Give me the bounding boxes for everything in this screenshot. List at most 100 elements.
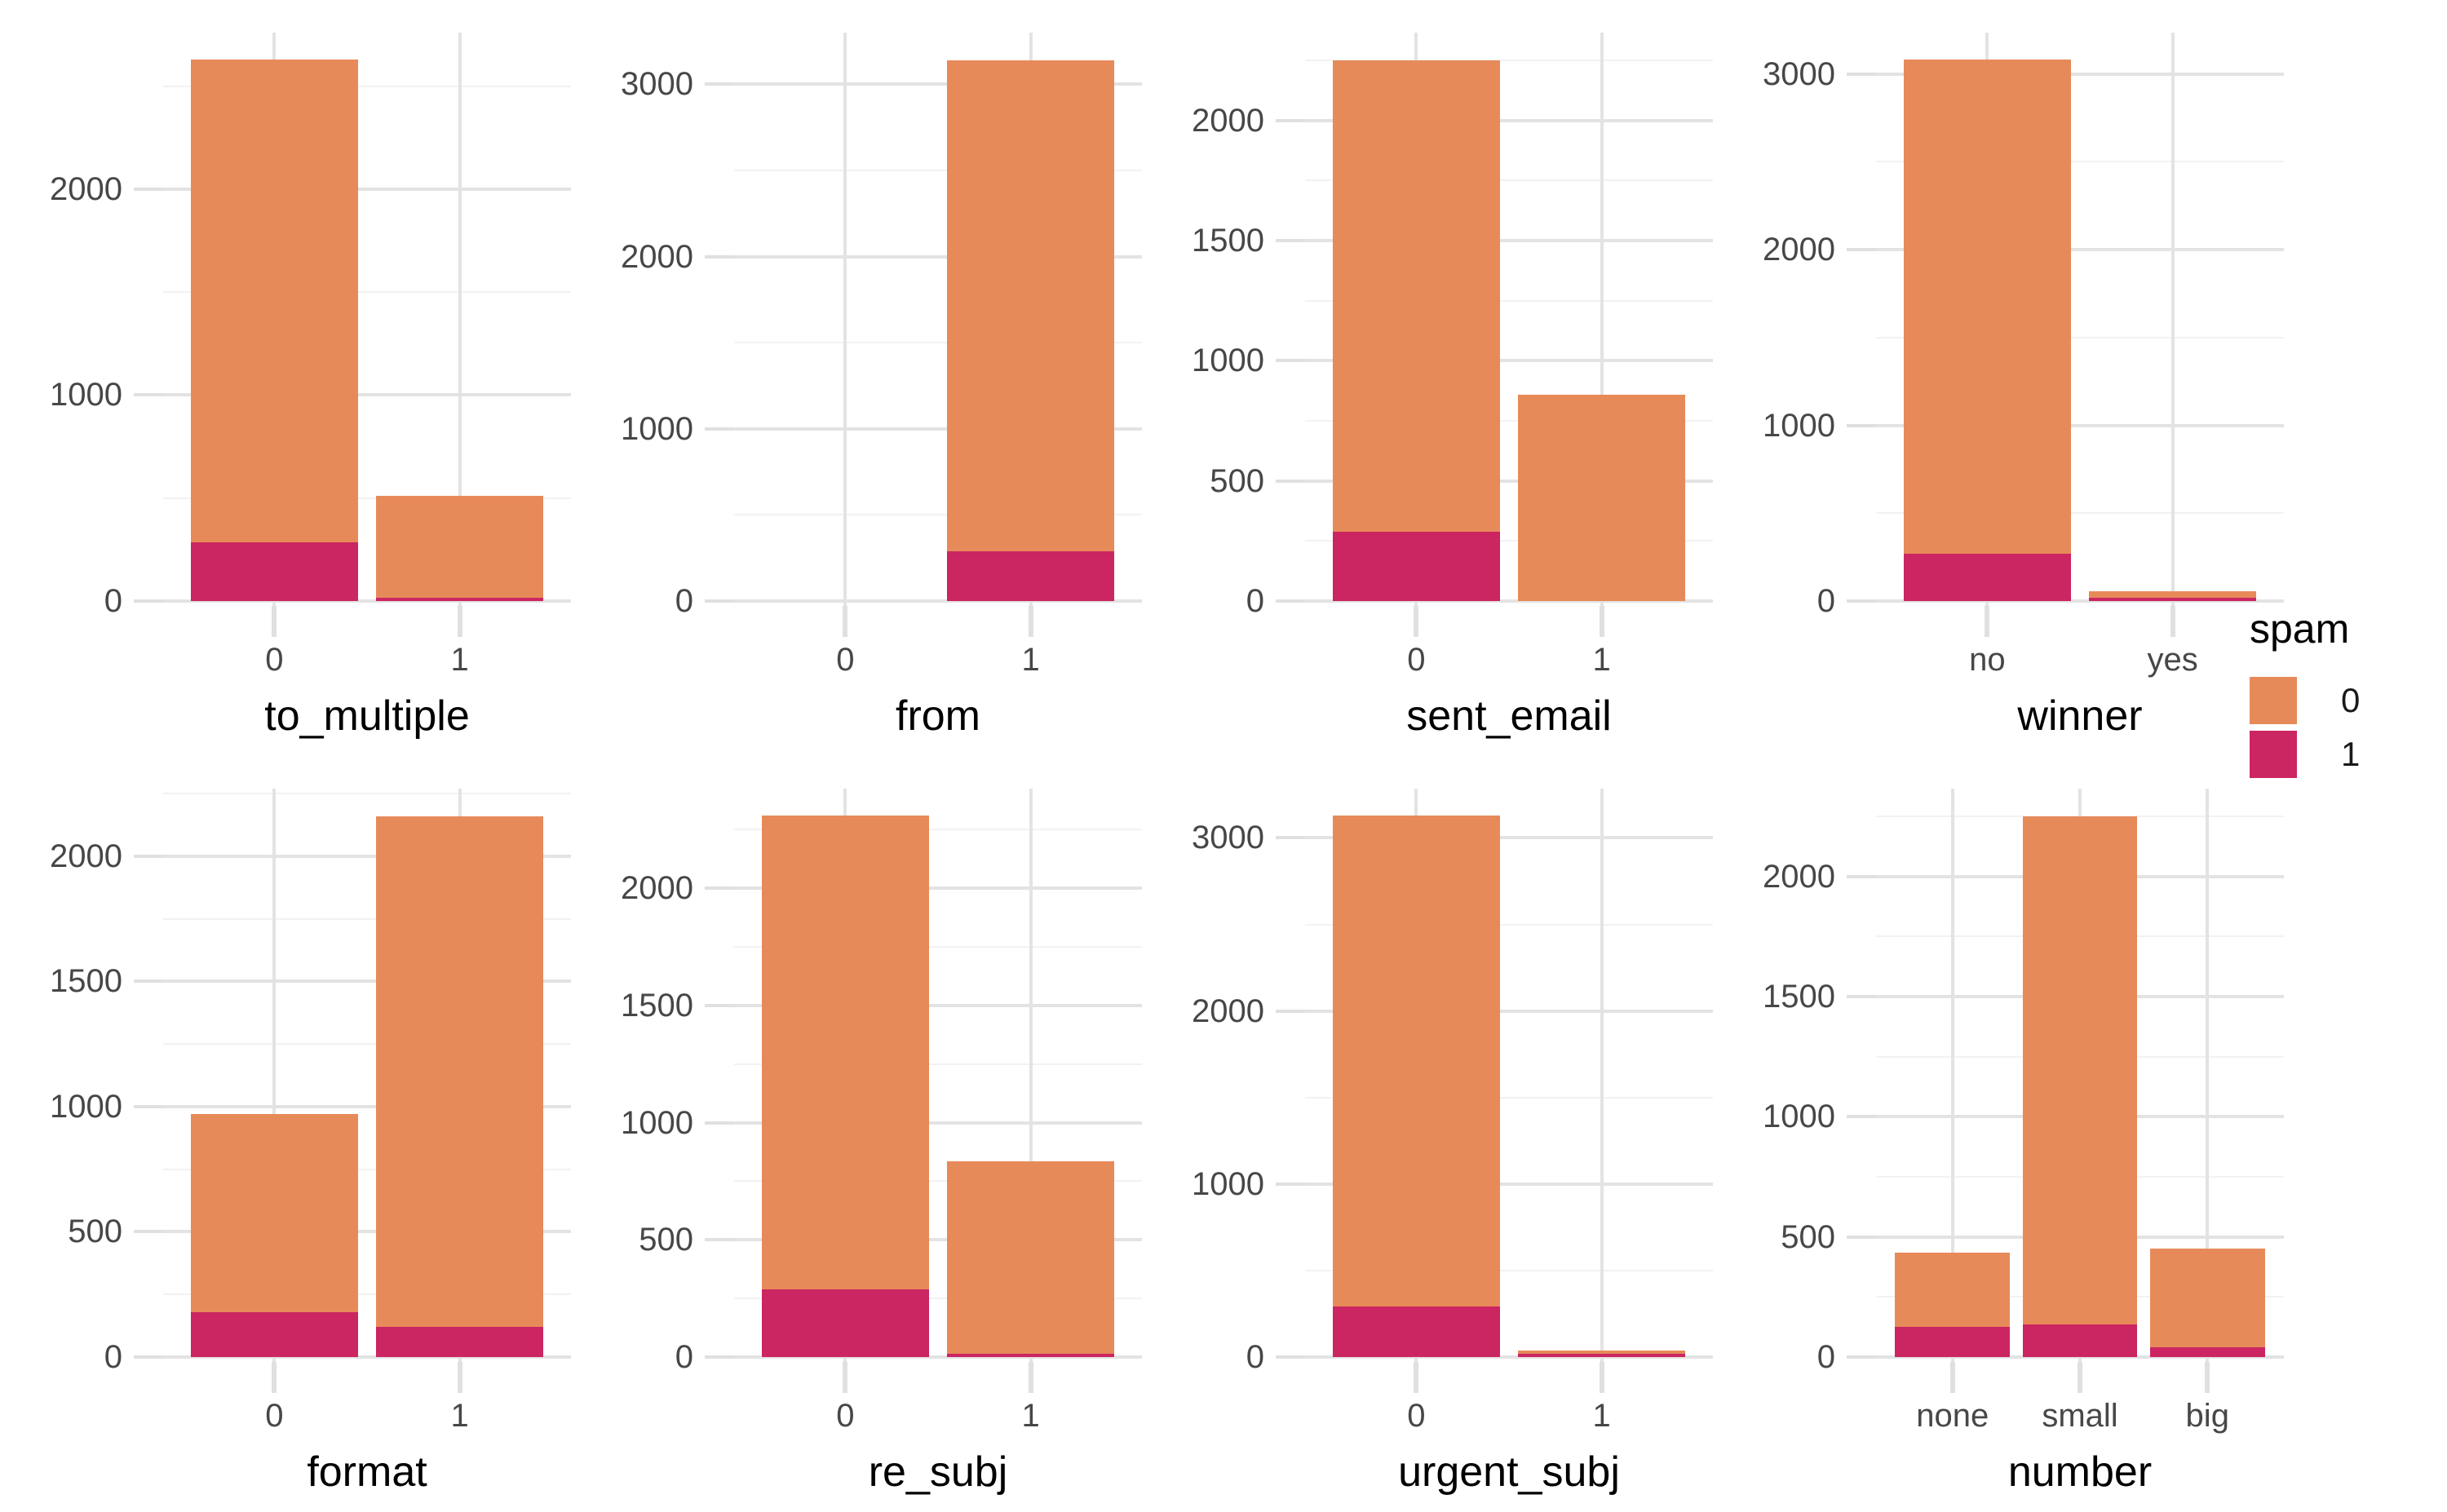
y-tick-mark bbox=[705, 1121, 734, 1125]
y-tick-label: 2000 bbox=[1192, 993, 1264, 1029]
facet-plot-row: 0 1000 2000 3000 bbox=[1713, 33, 2284, 637]
y-tick-label: 2000 bbox=[621, 870, 693, 907]
gridline-minor bbox=[1305, 1096, 1713, 1099]
gridline-minor bbox=[163, 1043, 571, 1046]
bar-segment-spam0 bbox=[1333, 60, 1500, 532]
gridline-minor bbox=[1305, 540, 1713, 542]
facet-panel-to_multiple bbox=[163, 33, 571, 637]
bar-re_subj-0 bbox=[762, 816, 929, 1357]
facet-panel-format bbox=[163, 789, 571, 1393]
gridline-minor bbox=[734, 1298, 1142, 1300]
bar-segment-spam0 bbox=[191, 59, 358, 543]
gridline-major bbox=[1876, 72, 2284, 76]
bar-segment-spam0 bbox=[947, 60, 1114, 551]
x-tick-mark bbox=[1028, 606, 1033, 637]
facet-urgent_subj: 0 1000 2000 3000 0 1 urgent_subj bbox=[1142, 756, 1713, 1512]
bar-urgent_subj-1 bbox=[1518, 1351, 1685, 1357]
y-tick-label: 1000 bbox=[1192, 343, 1264, 379]
bar-segment-spam1 bbox=[1904, 553, 2071, 601]
y-tick-mark bbox=[1847, 72, 1876, 76]
gridline-minor bbox=[1876, 512, 2284, 515]
gridline-minor bbox=[1305, 1269, 1713, 1271]
facet-panel-re_subj bbox=[734, 789, 1142, 1393]
gridline-minor bbox=[163, 85, 571, 87]
gridline-major bbox=[1876, 599, 2284, 603]
x-tick-label: 0 bbox=[265, 642, 284, 678]
facet-plot-row: 0 500 1000 1500 2000 bbox=[0, 789, 571, 1393]
gridline-minor bbox=[163, 1293, 571, 1296]
bar-segment-spam1 bbox=[2089, 598, 2256, 601]
bar-segment-spam0 bbox=[376, 496, 543, 598]
gridline-major bbox=[163, 393, 571, 397]
y-tick-label: 3000 bbox=[1763, 55, 1835, 92]
y-tick-label: 2000 bbox=[1192, 102, 1264, 139]
gridline-major bbox=[1305, 118, 1713, 122]
facet-panel-from bbox=[734, 33, 1142, 637]
y-tick-mark bbox=[705, 82, 734, 86]
gridline-vertical bbox=[2206, 789, 2210, 1384]
facet-format: 0 500 1000 1500 2000 0 1 format bbox=[0, 756, 571, 1512]
y-axis-gutter: 0 500 1000 1500 2000 bbox=[571, 789, 734, 1384]
x-tick-label: 1 bbox=[1592, 642, 1611, 678]
y-tick-label: 1000 bbox=[621, 1104, 693, 1141]
x-tick-label: 1 bbox=[450, 1398, 469, 1434]
y-axis-gutter: 0 1000 2000 bbox=[0, 33, 163, 628]
y-tick-label: 500 bbox=[639, 1222, 693, 1258]
y-tick-mark bbox=[705, 254, 734, 259]
x-tick-mark bbox=[1985, 606, 1990, 637]
gridline-major bbox=[1876, 423, 2284, 427]
facet-sent_email: 0 500 1000 1500 2000 0 1 sent_email bbox=[1142, 0, 1713, 756]
bar-format-0 bbox=[191, 1114, 358, 1357]
facet-panel-number bbox=[1876, 789, 2284, 1393]
x-tick-mark bbox=[457, 1362, 462, 1393]
y-tick-label: 500 bbox=[68, 1214, 122, 1250]
y-tick-label: 1000 bbox=[1192, 1165, 1264, 1202]
gridline-minor bbox=[163, 497, 571, 499]
facet-plot-row: 0 1000 2000 3000 bbox=[571, 33, 1142, 637]
gridline-major bbox=[163, 1104, 571, 1108]
bar-segment-spam0 bbox=[1904, 60, 2071, 554]
y-tick-label: 2000 bbox=[621, 238, 693, 275]
y-tick-mark bbox=[1847, 1235, 1876, 1239]
bar-segment-spam1 bbox=[1895, 1327, 2011, 1357]
bar-number-big bbox=[2149, 1249, 2265, 1357]
gridline-vertical bbox=[272, 789, 277, 1384]
x-tick-label: yes bbox=[2147, 642, 2198, 678]
x-tick-label: none bbox=[1916, 1398, 1989, 1434]
y-tick-mark bbox=[1276, 479, 1305, 483]
y-tick-mark bbox=[1276, 599, 1305, 603]
y-tick-mark bbox=[1847, 248, 1876, 252]
legend-item-spam1: 1 bbox=[2250, 731, 2360, 778]
x-tick-mark bbox=[843, 1362, 848, 1393]
bar-segment-spam0 bbox=[1518, 1351, 1685, 1354]
gridline-minor bbox=[734, 1180, 1142, 1183]
gridline-major bbox=[734, 1355, 1142, 1359]
y-tick-mark bbox=[705, 1355, 734, 1359]
x-tick-label: big bbox=[2185, 1398, 2229, 1434]
gridline-minor bbox=[734, 514, 1142, 516]
y-tick-label: 2000 bbox=[1763, 858, 1835, 895]
bar-segment-spam1 bbox=[376, 1327, 543, 1357]
bar-winner-no bbox=[1904, 60, 2071, 601]
gridline-minor bbox=[1305, 299, 1713, 302]
bar-number-none bbox=[1895, 1252, 2011, 1357]
x-tick-labels-row: none small big bbox=[1713, 1384, 2284, 1444]
y-tick-label: 0 bbox=[1246, 583, 1264, 619]
facet-axis-title: urgent_subj bbox=[1398, 1448, 1620, 1496]
x-tick-mark bbox=[272, 1362, 277, 1393]
y-tick-mark bbox=[134, 1104, 163, 1108]
bar-segment-spam0 bbox=[2149, 1249, 2265, 1348]
bar-segment-spam1 bbox=[191, 1311, 358, 1357]
y-tick-label: 500 bbox=[1781, 1218, 1835, 1255]
y-tick-mark bbox=[1847, 994, 1876, 998]
legend-item-label: 0 bbox=[2341, 681, 2361, 719]
y-tick-mark bbox=[705, 599, 734, 603]
gridline-vertical bbox=[1600, 33, 1604, 628]
y-tick-label: 1000 bbox=[1763, 407, 1835, 444]
bar-sent_email-0 bbox=[1333, 60, 1500, 601]
gridline-major bbox=[163, 599, 571, 603]
